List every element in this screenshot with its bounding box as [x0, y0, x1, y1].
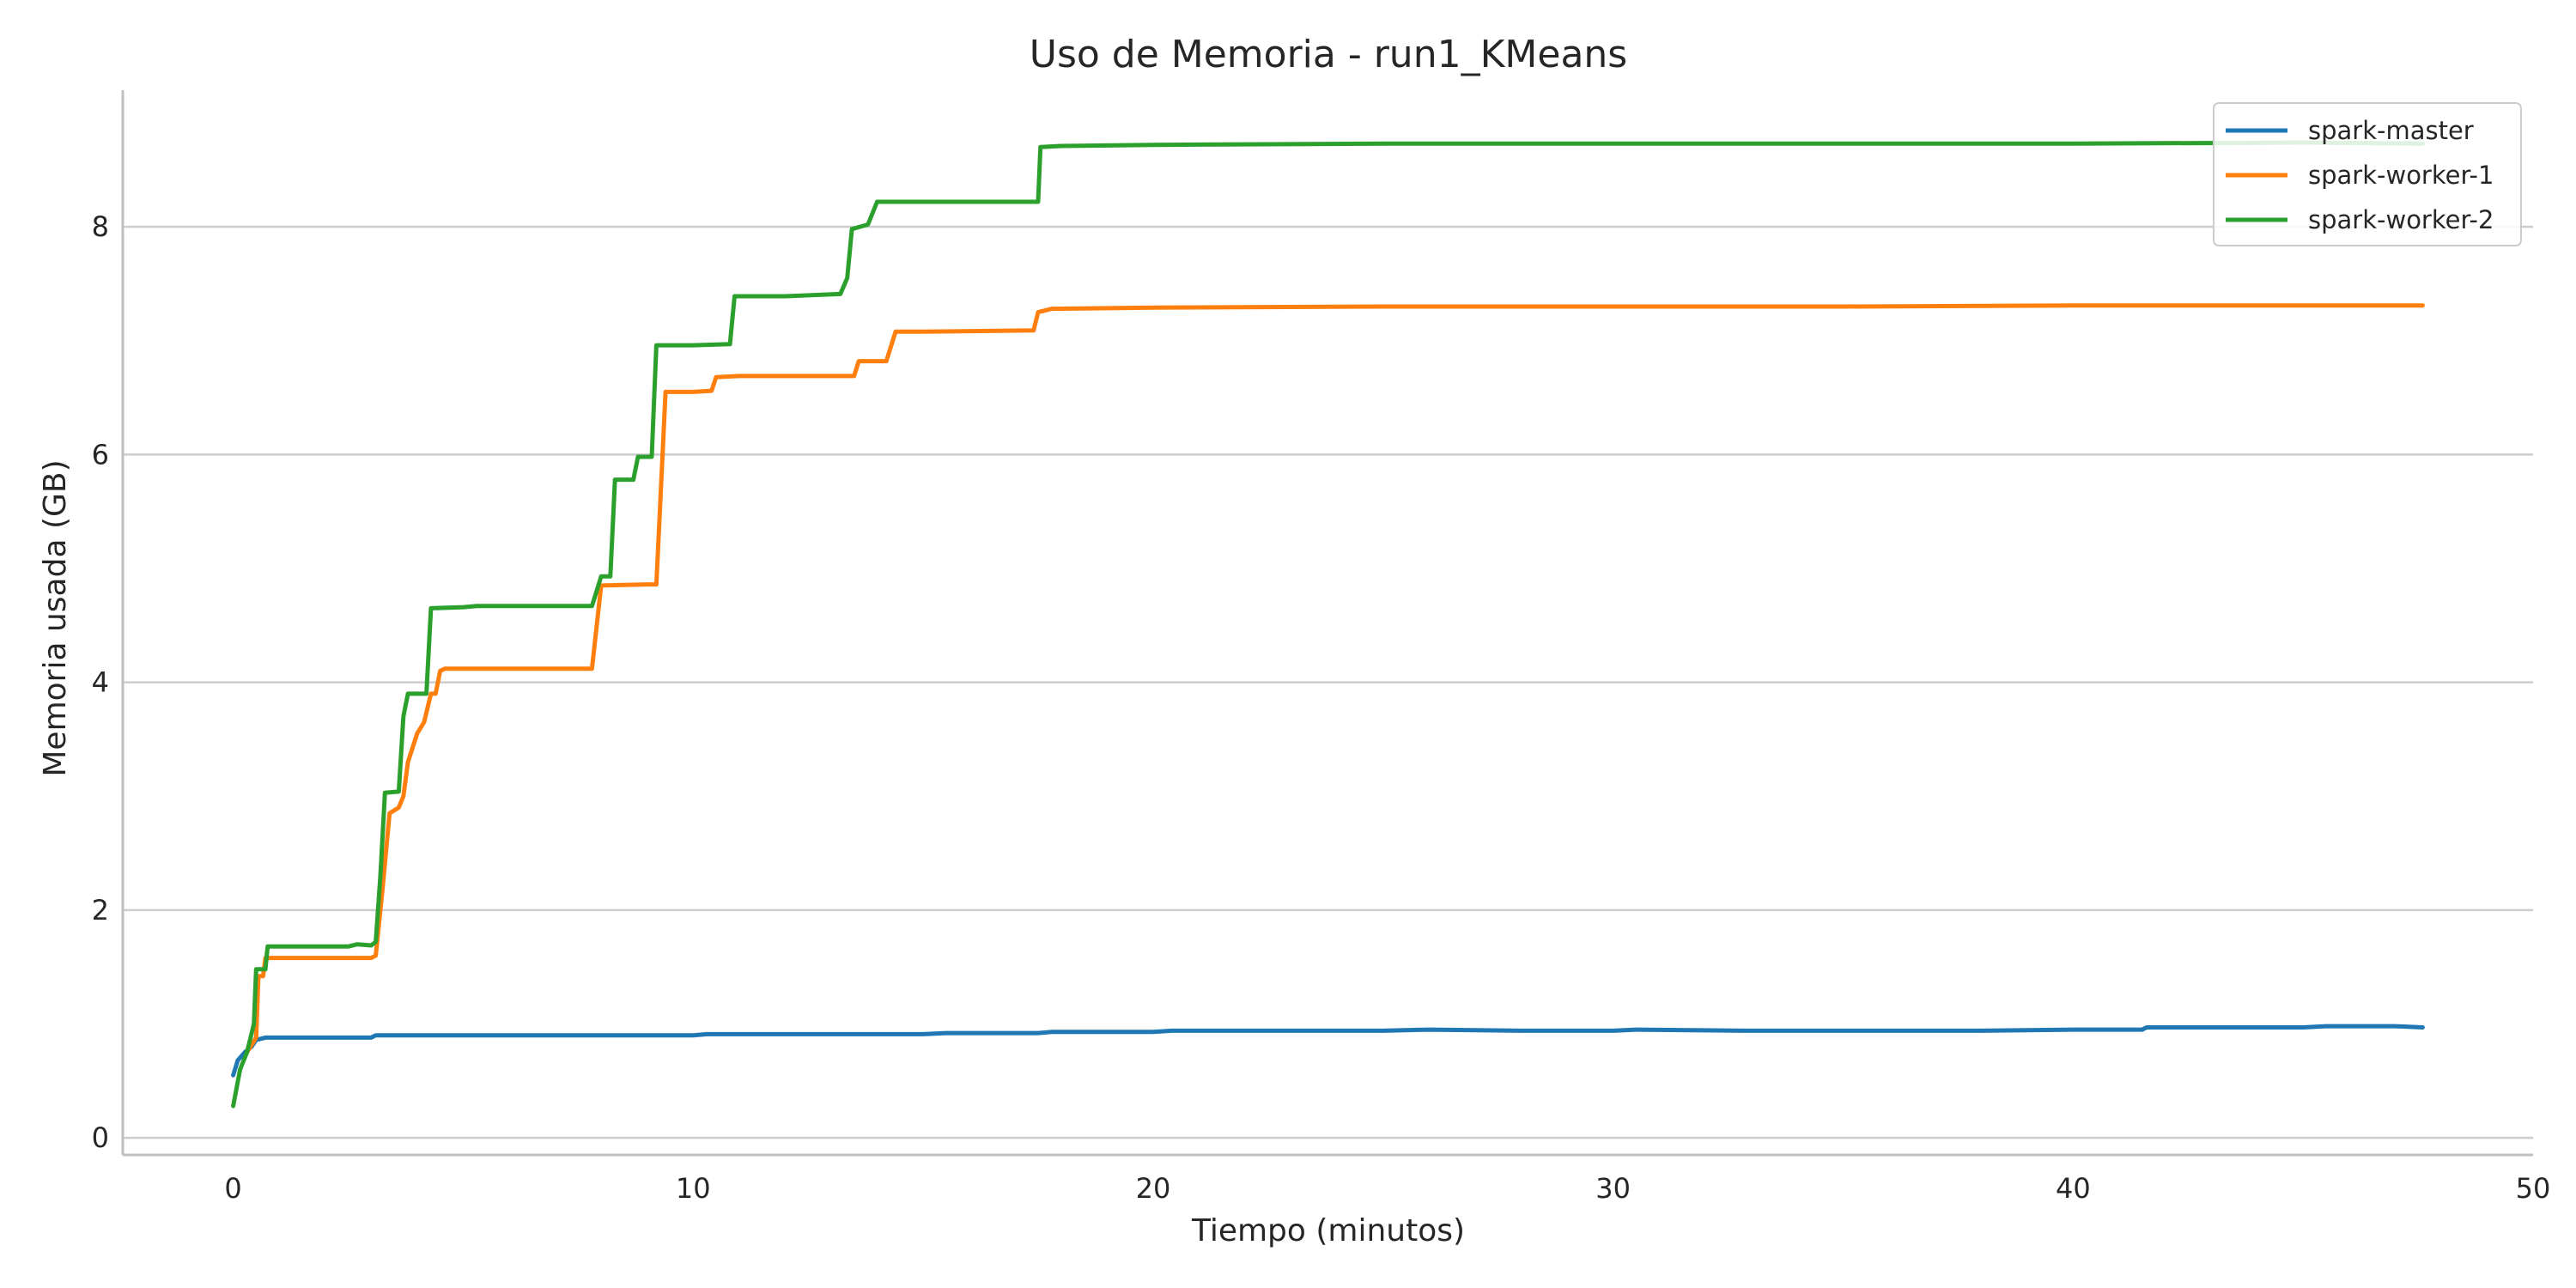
y-tick-label: 0 [92, 1121, 109, 1154]
tick-layer: 0 2 4 6 8 0 10 20 30 40 50 [92, 210, 2551, 1205]
x-tick-label: 10 [676, 1172, 711, 1205]
x-tick-label: 30 [1595, 1172, 1631, 1205]
series-line-spark-worker-1 [245, 303, 2425, 1055]
y-tick-label: 8 [92, 210, 109, 243]
series-layer [231, 140, 2425, 1109]
axis-layer [121, 90, 2533, 1157]
legend-label-spark-worker-1: spark-worker-1 [2308, 161, 2494, 190]
x-tick-label: 40 [2056, 1172, 2091, 1205]
series-line-spark-worker-2 [231, 140, 2425, 1109]
x-tick-label: 0 [224, 1172, 241, 1205]
legend-label-spark-master: spark-master [2308, 116, 2474, 145]
legend: spark-master spark-worker-1 spark-worker-2 [2213, 102, 2522, 246]
y-tick-label: 2 [92, 894, 109, 927]
x-tick-label: 20 [1136, 1172, 1171, 1205]
grid-layer [123, 225, 2533, 1139]
x-tick-label: 50 [2516, 1172, 2551, 1205]
y-axis-title: Memoria usada (GB) [38, 459, 73, 776]
y-tick-label: 4 [92, 666, 109, 699]
chart-title: Uso de Memoria - run1_KMeans [1030, 33, 1627, 76]
x-axis-title: Tiempo (minutos) [1191, 1213, 1465, 1249]
series-line-spark-master [231, 1024, 2425, 1078]
legend-box [2213, 102, 2522, 246]
y-tick-label: 6 [92, 438, 109, 471]
legend-label-spark-worker-2: spark-worker-2 [2308, 205, 2494, 234]
